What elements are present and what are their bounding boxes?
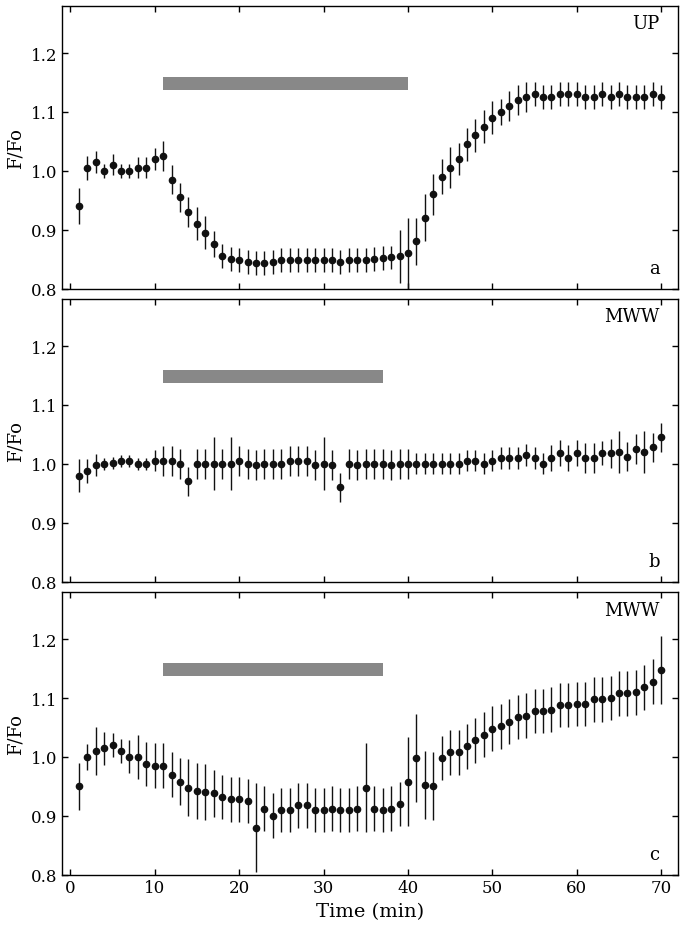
Y-axis label: F/Fo: F/Fo [7,128,25,169]
Bar [163,371,383,384]
X-axis label: Time (min): Time (min) [316,902,424,921]
Text: MWW: MWW [604,308,660,326]
Y-axis label: F/Fo: F/Fo [7,421,25,462]
Text: b: b [648,552,660,571]
Text: UP: UP [632,16,660,33]
Bar [163,78,408,91]
Y-axis label: F/Fo: F/Fo [7,713,25,754]
Text: c: c [649,845,660,863]
Text: MWW: MWW [604,601,660,619]
Bar [163,664,383,677]
Text: a: a [649,260,660,278]
